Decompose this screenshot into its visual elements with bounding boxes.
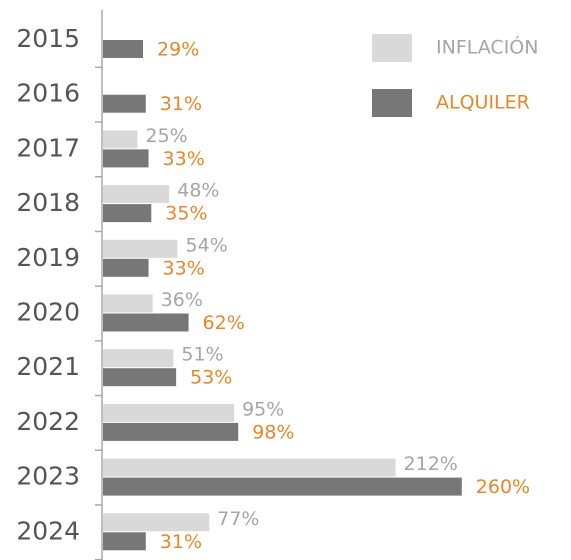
bar bbox=[103, 204, 152, 223]
value-label: 48% bbox=[177, 180, 219, 202]
legend-swatch bbox=[372, 89, 412, 117]
y-tick-label: 2021 bbox=[16, 352, 80, 381]
bar bbox=[103, 403, 235, 422]
value-label: 33% bbox=[163, 257, 205, 279]
value-label: 53% bbox=[190, 367, 232, 389]
bar bbox=[103, 422, 239, 441]
value-label: 31% bbox=[160, 93, 202, 115]
bar bbox=[103, 294, 153, 313]
value-label: 62% bbox=[203, 312, 245, 334]
bar bbox=[103, 532, 146, 551]
y-tick-label: 2015 bbox=[16, 24, 80, 53]
y-tick-label: 2017 bbox=[16, 133, 80, 162]
value-label: 29% bbox=[157, 39, 199, 61]
value-label: 260% bbox=[476, 476, 530, 498]
value-label: 25% bbox=[146, 125, 188, 147]
y-tick-label: 2018 bbox=[16, 188, 80, 217]
bar bbox=[103, 458, 396, 477]
value-label: 51% bbox=[181, 344, 223, 366]
y-tick-label: 2023 bbox=[16, 462, 80, 491]
y-tick-label: 2020 bbox=[16, 298, 80, 327]
value-label: 54% bbox=[186, 234, 228, 256]
bar bbox=[103, 313, 189, 332]
y-tick-label: 2016 bbox=[16, 79, 80, 108]
legend-label: ALQUILER bbox=[436, 92, 530, 114]
y-tick-label: 2024 bbox=[16, 516, 80, 545]
bar bbox=[103, 513, 210, 532]
value-label: 77% bbox=[217, 508, 259, 530]
value-label: 95% bbox=[242, 398, 284, 420]
y-tick-label: 2019 bbox=[16, 243, 80, 272]
bar bbox=[103, 477, 462, 496]
bar bbox=[103, 368, 177, 387]
bar bbox=[103, 239, 178, 258]
y-tick-label: 2022 bbox=[16, 407, 80, 436]
bar bbox=[103, 349, 174, 368]
bar bbox=[103, 40, 144, 58]
value-label: 36% bbox=[161, 289, 203, 311]
bar bbox=[103, 130, 138, 149]
value-label: 212% bbox=[404, 453, 458, 475]
value-label: 33% bbox=[163, 148, 205, 170]
value-label: 31% bbox=[160, 531, 202, 553]
value-label: 98% bbox=[252, 421, 294, 443]
bar bbox=[103, 94, 146, 113]
bar bbox=[103, 258, 149, 277]
legend-swatch bbox=[372, 34, 412, 62]
value-label: 35% bbox=[165, 203, 207, 225]
legend-label: INFLACIÓN bbox=[436, 35, 538, 59]
bar bbox=[103, 185, 170, 204]
bar bbox=[103, 149, 149, 168]
